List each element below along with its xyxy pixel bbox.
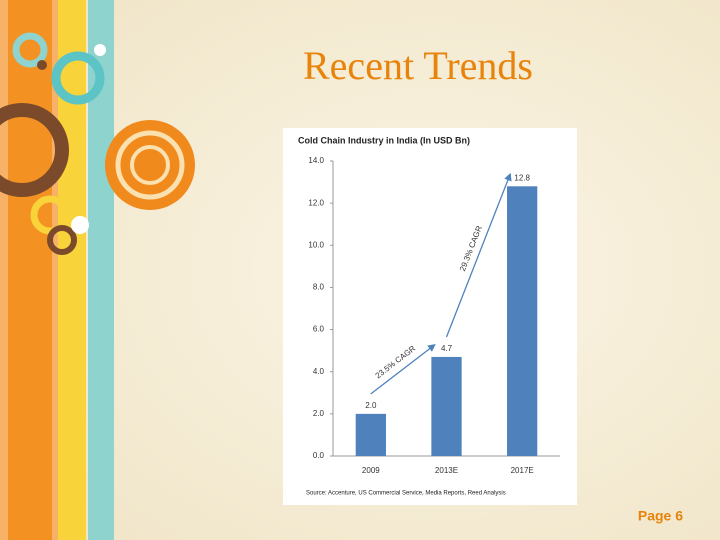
cagr-arrow — [445, 172, 512, 338]
y-tick-label: 12.0 — [308, 198, 324, 207]
value-label: 4.7 — [441, 344, 453, 353]
value-label: 12.8 — [514, 173, 530, 182]
decoration — [0, 0, 195, 540]
slide-title: Recent Trends — [303, 43, 533, 88]
x-tick-label: 2013E — [435, 466, 458, 475]
value-label: 2.0 — [365, 401, 377, 410]
bar — [355, 413, 386, 456]
bar — [507, 186, 538, 457]
y-tick-label: 10.0 — [308, 240, 324, 249]
y-tick-label: 0.0 — [313, 451, 325, 460]
y-tick-label: 2.0 — [313, 409, 325, 418]
source-note: Source: Accenture, US Commercial Service… — [306, 491, 506, 497]
bar — [431, 356, 462, 456]
chart-title: Cold Chain Industry in India (In USD Bn) — [298, 135, 470, 145]
y-tick-label: 4.0 — [313, 367, 325, 376]
y-tick-label: 14.0 — [308, 156, 324, 165]
cagr-arrow — [370, 344, 436, 395]
x-tick-label: 2017E — [511, 466, 534, 475]
y-tick-label: 8.0 — [313, 283, 325, 292]
y-tick-label: 6.0 — [313, 325, 325, 334]
x-tick-label: 2009 — [362, 466, 380, 475]
page-number: Page 6 — [638, 508, 683, 524]
